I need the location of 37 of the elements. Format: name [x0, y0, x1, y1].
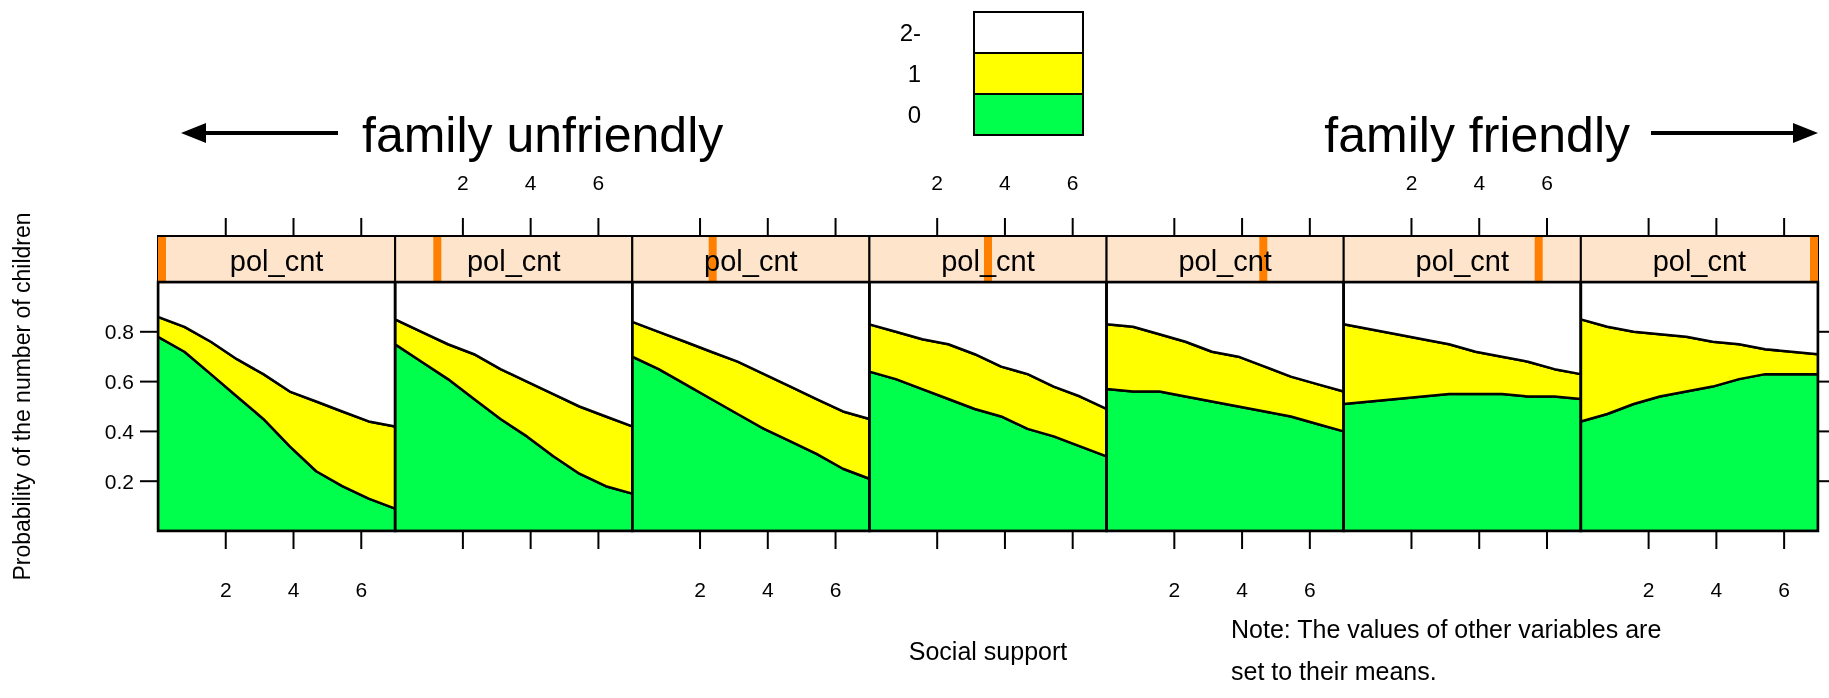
legend-label: 1 — [907, 59, 921, 87]
text: Note: The values of other variables are set to their means. — [1231, 615, 1662, 685]
y-tick-label: 0.8 — [104, 320, 134, 344]
x-axis-title: Social support — [908, 637, 1068, 665]
x-tick-label: 4 — [1236, 578, 1249, 601]
x-tick-label: 4 — [1473, 171, 1486, 194]
x-tick-label: 4 — [287, 578, 300, 601]
x-tick-label: 2 — [457, 171, 469, 194]
x-tick-label: 2 — [1642, 578, 1655, 601]
text: family unfriendly — [362, 107, 724, 163]
x-tick-label: 6 — [1303, 578, 1316, 601]
x-tick-label: 4 — [761, 578, 774, 601]
chart-title: pol_cnt — [466, 245, 561, 277]
y-tick-label: 0.4 — [104, 419, 135, 443]
legend-label: 2- — [899, 18, 921, 46]
x-tick-label: 6 — [1778, 578, 1790, 601]
chart-title: pol_cnt — [229, 245, 324, 277]
x-tick-label: 4 — [1710, 578, 1723, 601]
y-tick-label: 0.6 — [104, 369, 134, 393]
y-axis-title: Probability of the number of children — [9, 212, 35, 581]
x-tick-label: 4 — [999, 171, 1012, 194]
x-tick-label: 2 — [219, 578, 232, 601]
y-tick-label: 0.2 — [104, 469, 134, 493]
text: family friendly — [1324, 107, 1630, 163]
x-tick-label: 2 — [694, 578, 706, 601]
x-tick-label: 6 — [1541, 171, 1553, 194]
x-tick-label: 6 — [592, 171, 605, 194]
x-tick-label: 6 — [355, 578, 368, 601]
x-tick-label: 6 — [1066, 171, 1079, 194]
x-tick-label: 2 — [1405, 171, 1418, 194]
x-tick-label: 6 — [829, 578, 842, 601]
legend-label: 0 — [907, 100, 921, 128]
x-tick-label: 4 — [524, 171, 537, 194]
x-tick-label: 2 — [1168, 578, 1181, 601]
x-tick-label: 2 — [931, 171, 944, 194]
chart-title: pol_cnt — [1652, 245, 1747, 277]
chart-title: pol_cnt — [1415, 245, 1510, 277]
